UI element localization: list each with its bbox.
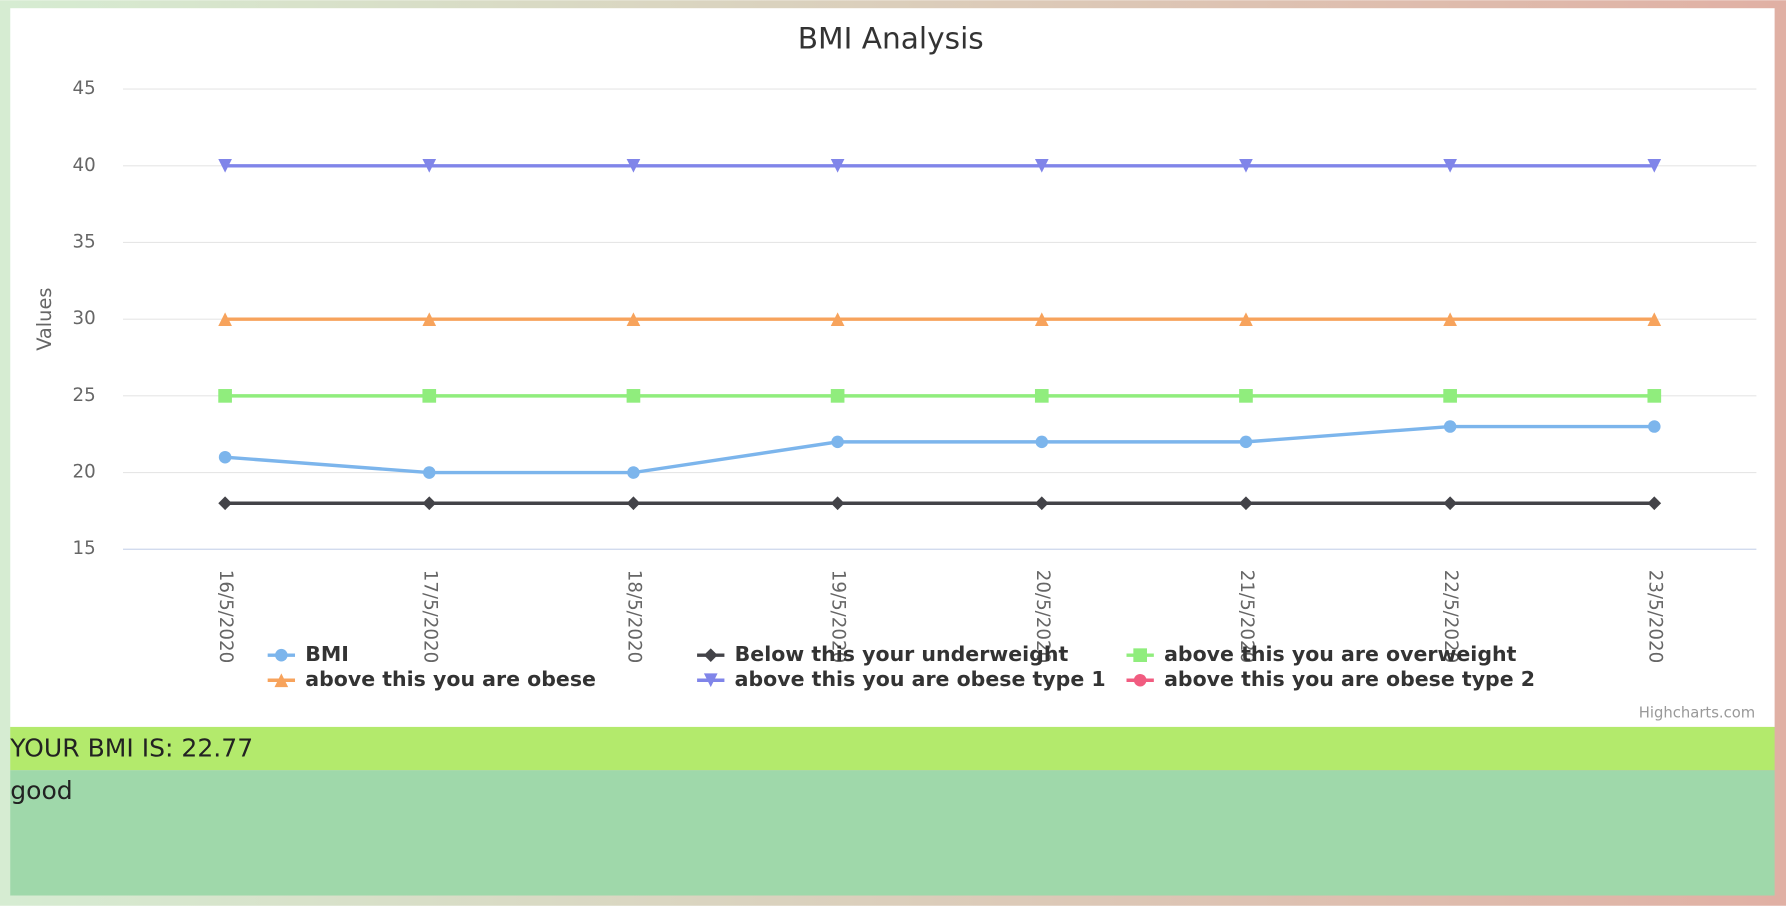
marker xyxy=(1239,435,1253,449)
y-tick-label: 25 xyxy=(72,385,95,406)
marker xyxy=(1443,312,1457,326)
y-tick-label: 20 xyxy=(72,462,95,483)
marker xyxy=(831,435,844,449)
y-tick-label: 35 xyxy=(72,231,95,252)
marker xyxy=(1443,496,1457,511)
marker xyxy=(1443,158,1457,173)
marker xyxy=(422,496,437,511)
marker xyxy=(218,496,232,511)
legend-symbol xyxy=(1133,673,1147,687)
status-panel xyxy=(10,770,1775,896)
x-tick-label: 17/5/2020 xyxy=(419,570,440,663)
marker xyxy=(218,158,232,173)
credits: Highcharts.com xyxy=(1639,704,1756,721)
legend-label: BMI xyxy=(305,642,349,666)
y-axis-title: Values xyxy=(33,288,56,351)
x-tick-label: 18/5/2020 xyxy=(623,570,644,663)
legend-label: above this you are overweight xyxy=(1164,642,1517,666)
y-tick-label: 40 xyxy=(72,155,95,176)
marker xyxy=(218,450,232,464)
marker xyxy=(1034,312,1049,326)
marker xyxy=(1647,158,1662,173)
marker xyxy=(422,312,437,326)
marker xyxy=(1443,389,1457,403)
marker xyxy=(626,389,641,403)
legend-symbol xyxy=(275,648,288,662)
marker xyxy=(830,389,845,403)
marker xyxy=(1035,435,1049,449)
marker xyxy=(626,158,641,173)
marker xyxy=(626,312,641,326)
marker xyxy=(423,466,436,479)
marker xyxy=(626,496,641,511)
chart-panel xyxy=(10,8,1775,727)
legend-symbol xyxy=(703,673,718,688)
bmi-banner xyxy=(10,726,1775,771)
plot: 15 20 25 30 35 40 45 16/5/2020 17/5/2020 18/5/202… xyxy=(72,78,1757,691)
marker xyxy=(1647,312,1662,326)
x-tick-label: 23/5/2020 xyxy=(1644,570,1665,663)
x-tick-label: 22/5/2020 xyxy=(1440,570,1461,663)
marker xyxy=(1239,496,1253,511)
legend-label: above this you are obese type 2 xyxy=(1164,667,1535,691)
y-tick-label: 30 xyxy=(72,308,95,329)
marker xyxy=(1647,389,1662,403)
y-tick-label: 15 xyxy=(72,538,95,559)
marker xyxy=(1647,496,1662,511)
marker xyxy=(830,312,845,326)
chart-title: BMI Analysis xyxy=(798,22,984,56)
marker xyxy=(422,158,437,173)
marker xyxy=(422,389,437,403)
bmi-status: good xyxy=(10,776,72,805)
x-tick-label: 21/5/2020 xyxy=(1236,570,1257,663)
marker xyxy=(1034,389,1049,403)
marker xyxy=(1239,312,1253,326)
marker xyxy=(1034,158,1049,173)
series-line xyxy=(224,424,1655,475)
x-tick-label: 16/5/2020 xyxy=(215,570,236,663)
x-tick-label: 20/5/2020 xyxy=(1032,570,1053,663)
marker xyxy=(218,389,232,403)
x-tick-label: 19/5/2020 xyxy=(828,570,849,663)
marker xyxy=(1443,420,1457,433)
marker xyxy=(1239,158,1253,173)
y-tick-label: 45 xyxy=(72,78,95,99)
legend-label: Below this your underweight xyxy=(735,642,1069,666)
marker xyxy=(1239,389,1253,403)
legend-symbol xyxy=(1133,648,1148,663)
marker xyxy=(1648,420,1661,433)
marker xyxy=(1034,496,1049,511)
legend-symbol xyxy=(274,673,289,688)
marker xyxy=(218,312,232,326)
legend-symbol xyxy=(703,648,718,663)
marker xyxy=(830,158,845,173)
legend-label: above this you are obese xyxy=(305,667,596,691)
legend-label: above this you are obese type 1 xyxy=(735,667,1106,691)
marker xyxy=(627,466,640,479)
bmi-result: YOUR BMI IS: 22.77 xyxy=(9,734,253,763)
